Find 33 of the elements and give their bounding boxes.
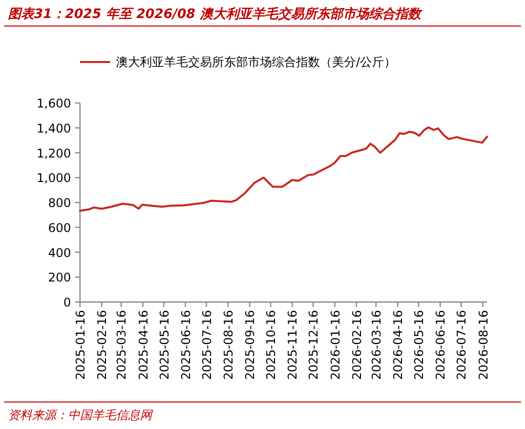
x-tick-label: 2026-01-16 bbox=[328, 310, 342, 380]
y-tick-label: 600 bbox=[48, 220, 71, 235]
x-tick-label: 2025-11-16 bbox=[286, 310, 300, 380]
x-tick-label: 2025-02-16 bbox=[95, 310, 110, 380]
x-tick-label: 2026-02-16 bbox=[350, 310, 364, 380]
chart-title: 图表31：2025 年至 2026/08 澳大利亚羊毛交易所东部市场综合指数 bbox=[8, 6, 423, 22]
legend-label: 澳大利亚羊毛交易所东部市场综合指数（美分/公斤） bbox=[116, 55, 396, 69]
y-tick-label: 1,600 bbox=[36, 96, 71, 110]
x-tick-label: 2025-12-16 bbox=[306, 310, 321, 380]
x-tick-label: 2025-03-16 bbox=[114, 310, 129, 380]
x-tick-label: 2026-03-16 bbox=[370, 310, 384, 380]
y-tick-label: 0 bbox=[63, 296, 71, 310]
y-tick-label: 800 bbox=[48, 196, 71, 210]
x-tick-label: 2025-07-16 bbox=[200, 310, 214, 380]
y-tick-label: 1,200 bbox=[36, 146, 71, 160]
y-tick-label: 200 bbox=[48, 270, 71, 285]
y-tick-label: 400 bbox=[48, 246, 71, 260]
x-tick-label: 2025-01-16 bbox=[74, 310, 88, 380]
x-tick-label: 2026-04-16 bbox=[391, 310, 406, 380]
y-tick-label: 1,000 bbox=[36, 171, 71, 186]
x-tick-label: 2026-08-16 bbox=[476, 310, 490, 380]
x-tick-label: 2026-07-16 bbox=[454, 310, 469, 380]
x-tick-label: 2025-04-16 bbox=[136, 310, 150, 380]
x-tick-label: 2026-05-16 bbox=[412, 310, 426, 380]
x-tick-label: 2025-05-16 bbox=[157, 310, 172, 380]
x-tick-label: 2025-06-16 bbox=[178, 310, 193, 380]
x-tick-label: 2025-09-16 bbox=[243, 310, 258, 380]
text: 资料来源：中国羊毛信息网 bbox=[8, 408, 154, 422]
line-series bbox=[79, 126, 488, 212]
x-tick-label: 2025-10-16 bbox=[264, 310, 278, 380]
y-tick-label: 1,400 bbox=[36, 121, 71, 136]
x-tick-label: 2025-08-16 bbox=[222, 310, 236, 380]
x-tick-label: 2026-06-16 bbox=[434, 310, 448, 380]
